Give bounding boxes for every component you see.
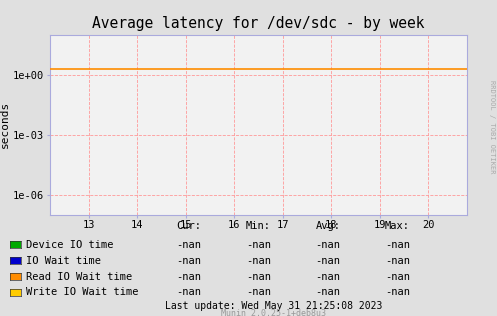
Text: -nan: -nan (176, 271, 201, 282)
Y-axis label: seconds: seconds (0, 101, 10, 149)
Text: -nan: -nan (316, 271, 340, 282)
Text: -nan: -nan (385, 256, 410, 266)
Text: -nan: -nan (176, 256, 201, 266)
Text: -nan: -nan (316, 256, 340, 266)
Text: Device IO time: Device IO time (26, 240, 113, 250)
Text: -nan: -nan (176, 240, 201, 250)
Text: -nan: -nan (385, 240, 410, 250)
Text: -nan: -nan (246, 240, 271, 250)
Text: Munin 2.0.25-1+deb8u3: Munin 2.0.25-1+deb8u3 (221, 309, 326, 316)
Text: Min:: Min: (246, 221, 271, 231)
Text: RRDTOOL / TOBI OETIKER: RRDTOOL / TOBI OETIKER (489, 80, 495, 173)
Text: -nan: -nan (246, 287, 271, 297)
Text: Avg:: Avg: (316, 221, 340, 231)
Text: Read IO Wait time: Read IO Wait time (26, 271, 132, 282)
Text: -nan: -nan (316, 287, 340, 297)
Text: -nan: -nan (316, 240, 340, 250)
Text: IO Wait time: IO Wait time (26, 256, 101, 266)
Text: Last update: Wed May 31 21:25:08 2023: Last update: Wed May 31 21:25:08 2023 (165, 301, 382, 311)
Text: -nan: -nan (176, 287, 201, 297)
Title: Average latency for /dev/sdc - by week: Average latency for /dev/sdc - by week (92, 16, 425, 31)
Text: -nan: -nan (246, 271, 271, 282)
Text: Cur:: Cur: (176, 221, 201, 231)
Text: Max:: Max: (385, 221, 410, 231)
Text: -nan: -nan (246, 256, 271, 266)
Text: -nan: -nan (385, 287, 410, 297)
Text: Write IO Wait time: Write IO Wait time (26, 287, 138, 297)
Text: -nan: -nan (385, 271, 410, 282)
